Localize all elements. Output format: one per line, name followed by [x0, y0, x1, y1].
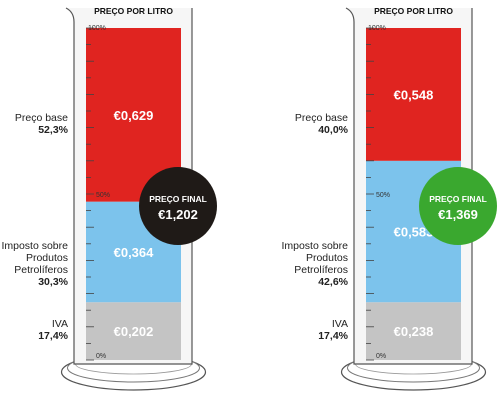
segment-name: IVA: [331, 318, 348, 330]
segment-name-line: Imposto sobre: [1, 240, 68, 252]
label-isp-left: Imposto sobre Produtos Petrolíferos 30,3…: [1, 240, 68, 288]
bar-segment-2: [366, 28, 461, 161]
final-price-value: €1,202: [158, 207, 198, 222]
bar-segment-0: [86, 302, 181, 360]
scale-top-label: 100%: [88, 25, 106, 32]
segment-name: Preço base: [14, 112, 68, 124]
segment-value-label: €0,548: [394, 87, 434, 102]
final-price-badge: [419, 167, 497, 245]
segment-name-line: Petrolíferos: [294, 264, 348, 276]
final-price-label: PREÇO FINAL: [429, 194, 487, 204]
segment-share: 30,3%: [38, 276, 68, 288]
segment-name: IVA: [51, 318, 68, 330]
segment-name-line: Petrolíferos: [14, 264, 68, 276]
final-price-value: €1,369: [438, 207, 478, 222]
final-price-badge: [139, 167, 217, 245]
label-iva-right: IVA 17,4%: [318, 318, 348, 342]
segment-share: 17,4%: [318, 330, 348, 342]
beaker-chart-left: €0,202 €0,364 €0,629 100% 50% 0% PREÇO POR LIT…: [60, 6, 217, 391]
scale-bottom-label: 0%: [376, 353, 386, 360]
segment-value-label: €0,629: [114, 108, 154, 123]
segment-value-label: €0,238: [394, 324, 434, 339]
beaker-chart-right: €0,238 €0,583 €0,548 100% 50% 0% PREÇO POR LIT…: [340, 6, 497, 391]
label-iva-left: IVA 17,4%: [38, 318, 68, 342]
segment-value-label: €0,364: [114, 245, 155, 260]
chart-title: PREÇO POR LITRO: [94, 6, 173, 16]
segment-name-line: Imposto sobre: [281, 240, 348, 252]
scale-mid-label: 50%: [96, 192, 110, 199]
segment-share: 52,3%: [38, 124, 68, 136]
chart-title: PREÇO POR LITRO: [374, 6, 453, 16]
segment-share: 42,6%: [318, 276, 348, 288]
label-preco-base-right: Preço base 40,0%: [295, 112, 348, 136]
segment-share: 17,4%: [38, 330, 68, 342]
final-price-label: PREÇO FINAL: [149, 194, 207, 204]
segment-value-label: €0,202: [114, 324, 154, 339]
segment-name: Preço base: [294, 112, 348, 124]
segment-share: 40,0%: [318, 124, 348, 136]
label-preco-base-left: Preço base 52,3%: [15, 112, 68, 136]
scale-top-label: 100%: [368, 25, 386, 32]
segment-name-line: Produtos: [305, 252, 348, 264]
scale-mid-label: 50%: [376, 192, 390, 199]
label-isp-right: Imposto sobre Produtos Petrolíferos 42,6…: [281, 240, 348, 288]
scale-bottom-label: 0%: [96, 353, 106, 360]
segment-name-line: Produtos: [25, 252, 68, 264]
segment-value-label: €0,583: [394, 225, 434, 240]
bar-segment-0: [366, 302, 461, 360]
